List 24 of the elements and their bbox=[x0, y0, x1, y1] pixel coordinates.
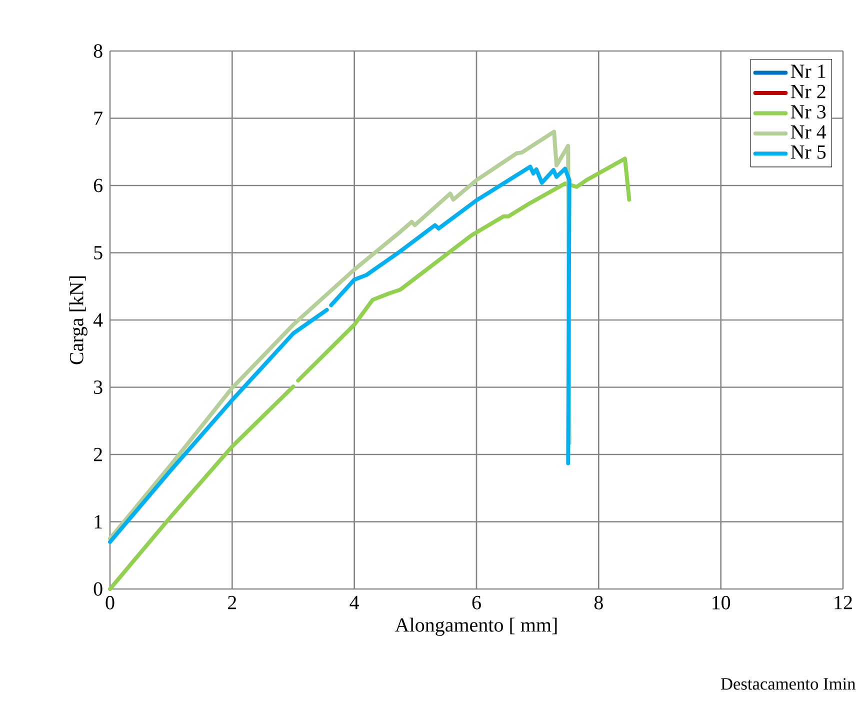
legend-label: Nr 5 bbox=[790, 146, 826, 159]
y-tick-label: 5 bbox=[94, 246, 102, 260]
x-tick-label: 0 bbox=[106, 596, 114, 610]
x-tick-label: 6 bbox=[472, 596, 481, 610]
y-tick-label: 8 bbox=[94, 44, 102, 58]
legend-label: Nr 1 bbox=[790, 64, 826, 78]
y-tick-label: 3 bbox=[94, 380, 102, 394]
x-tick-label: 12 bbox=[834, 596, 852, 610]
x-tick-label: 4 bbox=[350, 596, 360, 610]
x-tick-label: 2 bbox=[228, 596, 236, 610]
y-tick-label: 2 bbox=[94, 448, 102, 462]
legend-label: Nr 2 bbox=[790, 84, 826, 98]
x-axis-title: Alongamento [ mm] bbox=[395, 618, 557, 636]
y-axis-title: Carga [kN] bbox=[69, 276, 88, 364]
x-tick-label: 8 bbox=[594, 596, 603, 610]
legend-label: Nr 4 bbox=[790, 125, 826, 139]
y-tick-label: 0 bbox=[94, 582, 102, 596]
y-tick-label: 6 bbox=[94, 178, 102, 192]
text: Destacamento Imin bbox=[720, 678, 856, 690]
x-tick-label: 10 bbox=[712, 596, 730, 610]
y-tick-label: 1 bbox=[94, 515, 102, 528]
y-tick-label: 7 bbox=[94, 112, 102, 125]
y-tick-label: 4 bbox=[93, 313, 103, 327]
legend-label: Nr 3 bbox=[790, 105, 826, 119]
